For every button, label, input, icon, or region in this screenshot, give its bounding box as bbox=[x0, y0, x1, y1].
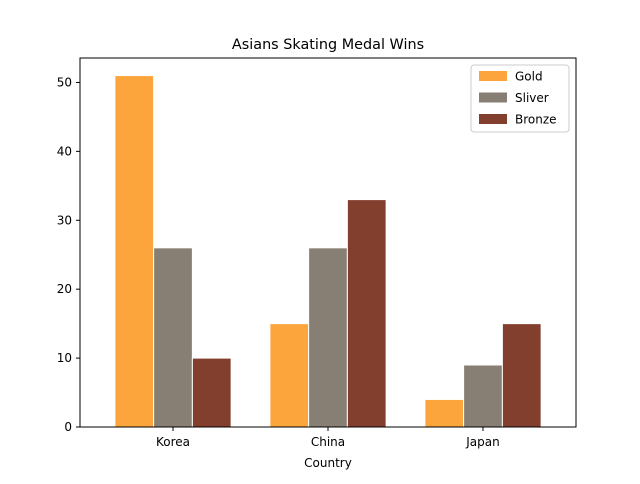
x-tick-label: China bbox=[311, 435, 345, 449]
bar-bronze-japan bbox=[501, 323, 542, 428]
y-tick-label: 10 bbox=[57, 351, 72, 365]
chart-title: Asians Skating Medal Wins bbox=[232, 37, 424, 53]
bar-bronze-korea bbox=[191, 357, 232, 428]
plot-area bbox=[114, 75, 542, 428]
bar-sliver-korea bbox=[153, 247, 193, 428]
bar-gold-korea bbox=[114, 75, 155, 428]
y-tick-label: 30 bbox=[57, 213, 72, 227]
y-tick-label: 20 bbox=[57, 282, 72, 296]
legend-label-bronze: Bronze bbox=[515, 113, 557, 127]
legend-swatch-bronze bbox=[479, 114, 507, 124]
bar-bronze-china bbox=[346, 199, 387, 428]
y-tick-label: 50 bbox=[57, 75, 72, 89]
y-tick-label: 0 bbox=[64, 420, 72, 434]
legend: Gold Sliver Bronze bbox=[470, 64, 570, 133]
legend-swatch-gold bbox=[479, 71, 507, 81]
axes: 0 10 20 30 40 50 Korea China Japan bbox=[57, 57, 577, 449]
y-tick-label: 40 bbox=[57, 144, 72, 158]
bar-gold-china bbox=[269, 323, 310, 428]
legend-label-gold: Gold bbox=[515, 70, 543, 84]
x-axis-label: Country bbox=[304, 456, 352, 470]
x-tick-label: Japan bbox=[465, 435, 499, 449]
legend-label-sliver: Sliver bbox=[515, 91, 549, 105]
bar-sliver-china bbox=[308, 247, 348, 428]
legend-swatch-sliver bbox=[479, 92, 507, 103]
x-tick-label: Korea bbox=[156, 435, 190, 449]
bar-gold-japan bbox=[424, 398, 465, 428]
bar-sliver-japan bbox=[463, 364, 503, 428]
